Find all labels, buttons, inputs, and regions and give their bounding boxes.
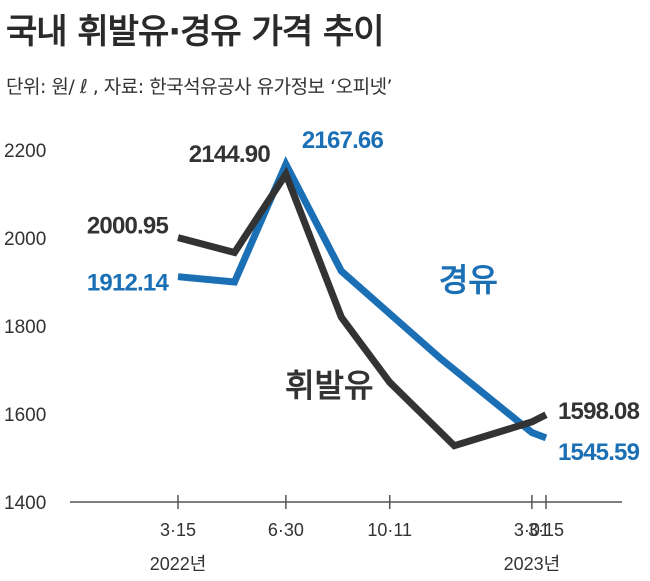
x-tick-label: 10·11 xyxy=(367,520,412,540)
y-tick-label: 2200 xyxy=(4,141,46,162)
chart-title: 국내 휘발유·경유 가격 추이 xyxy=(6,12,385,52)
chart-subtitle: 단위: 원/ ℓ , 자료: 한국석유공사 유가정보 ‘오피넷’ xyxy=(6,76,393,98)
y-tick-label: 1400 xyxy=(4,493,46,514)
y-tick-label: 2000 xyxy=(4,229,46,250)
series-line-gasoline xyxy=(177,166,548,450)
labels-layer: 2000.95 2144.90 1598.08 1912.14 2167.66 1545.… xyxy=(87,127,641,466)
data-label: 2000.95 xyxy=(87,213,169,240)
x-tick-label: 6·30 xyxy=(268,520,304,540)
series-name-diesel: 경유 xyxy=(439,261,498,299)
data-label: 1598.08 xyxy=(558,398,640,425)
data-label: 2167.66 xyxy=(302,127,384,154)
y-tick-label: 1600 xyxy=(4,405,46,426)
series-line-diesel xyxy=(177,156,548,442)
x-year-label: 2023년 xyxy=(504,554,561,574)
data-label: 2144.90 xyxy=(189,141,271,168)
x-year-label: 2022년 xyxy=(150,554,207,574)
series-layer xyxy=(177,156,548,450)
y-tick-label: 1800 xyxy=(4,317,46,338)
x-tick-label: 3·15 xyxy=(160,520,196,540)
data-label: 1912.14 xyxy=(87,270,170,297)
series-name-gasoline: 휘발유 xyxy=(285,366,373,404)
data-label: 1545.59 xyxy=(558,439,640,466)
x-tick-label: 3·15 xyxy=(528,520,564,540)
x-tick-label: 3·01 xyxy=(514,520,550,540)
